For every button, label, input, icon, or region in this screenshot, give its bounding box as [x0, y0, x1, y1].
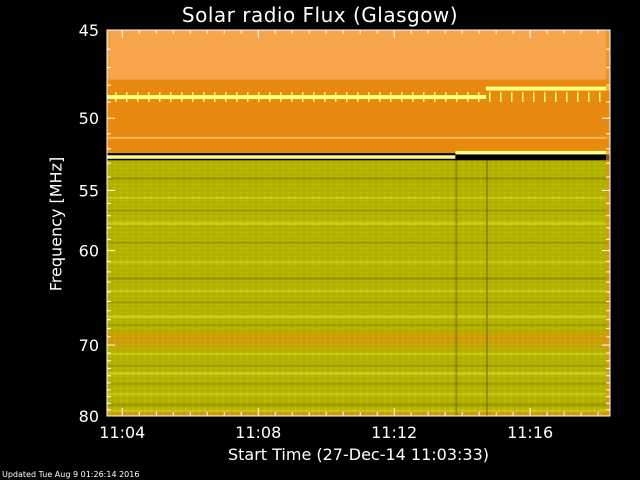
interference-dot [170, 92, 172, 103]
interference-dot [192, 92, 194, 103]
interference-dot [258, 92, 260, 103]
interference-dot [544, 92, 546, 103]
band-high-flux [107, 30, 610, 80]
x-tick-label: 11:12 [371, 423, 417, 442]
time-discontinuity [455, 160, 458, 416]
chart-title: Solar radio Flux (Glasgow) [181, 3, 459, 27]
interference-dot [599, 92, 601, 103]
interference-dot [412, 92, 414, 103]
interference-dot [346, 92, 348, 103]
y-tick-label: 60 [79, 242, 99, 261]
plot-area [107, 30, 610, 416]
plot-frame [106, 29, 611, 417]
interference-line [485, 86, 610, 91]
time-discontinuity [485, 160, 488, 416]
interference-dot [269, 92, 271, 103]
y-tick-label: 50 [79, 109, 99, 128]
interference-dot [214, 92, 216, 103]
interference-dot [159, 92, 161, 103]
interference-dot [280, 92, 282, 103]
noise-texture [107, 160, 610, 416]
y-tick-label: 70 [79, 336, 99, 355]
interference-dot [126, 92, 128, 103]
interference-dot [291, 92, 293, 103]
x-axis-label: Start Time (27-Dec-14 11:03:33) [227, 445, 490, 464]
x-tick-label: 11:08 [235, 423, 281, 442]
interference-dot [489, 92, 491, 103]
interference-dot [335, 92, 337, 103]
interference-dot [379, 92, 381, 103]
interference-dot [247, 92, 249, 103]
interference-dot [522, 92, 524, 103]
interference-line [455, 150, 610, 155]
interference-dot [203, 92, 205, 103]
x-tick-label: 11:16 [507, 423, 553, 442]
y-tick-label: 80 [79, 407, 99, 426]
interference-dot [555, 92, 557, 103]
edge-streak [606, 30, 610, 416]
interference-dot [566, 92, 568, 103]
interference-line [107, 95, 486, 100]
interference-dot [533, 92, 535, 103]
interference-dot [357, 92, 359, 103]
y-tick-label: 55 [79, 181, 99, 200]
y-tick-label: 45 [79, 21, 99, 40]
interference-dot [467, 92, 469, 103]
interference-dot [511, 92, 513, 103]
interference-dot [500, 92, 502, 103]
interference-dot [445, 92, 447, 103]
interference-dot [115, 92, 117, 103]
interference-dot [302, 92, 304, 103]
x-tick-label: 11:04 [99, 423, 145, 442]
interference-dot [423, 92, 425, 103]
interference-dot [236, 92, 238, 103]
interference-dot [368, 92, 370, 103]
interference-line [107, 155, 456, 159]
interference-dot [324, 92, 326, 103]
interference-dot [577, 92, 579, 103]
interference-dot [225, 92, 227, 103]
interference-dot [390, 92, 392, 103]
band-mid-flux [107, 102, 610, 154]
updated-timestamp: Updated Tue Aug 9 01:26:14 2016 [2, 470, 140, 479]
interference-dot [588, 92, 590, 103]
interference-dot [137, 92, 139, 103]
interference-dot [313, 92, 315, 103]
interference-dot [148, 92, 150, 103]
interference-dot [401, 92, 403, 103]
interference-dot [478, 92, 480, 103]
interference-line [107, 136, 610, 139]
interference-dot [434, 92, 436, 103]
interference-dot [456, 92, 458, 103]
interference-dot [181, 92, 183, 103]
